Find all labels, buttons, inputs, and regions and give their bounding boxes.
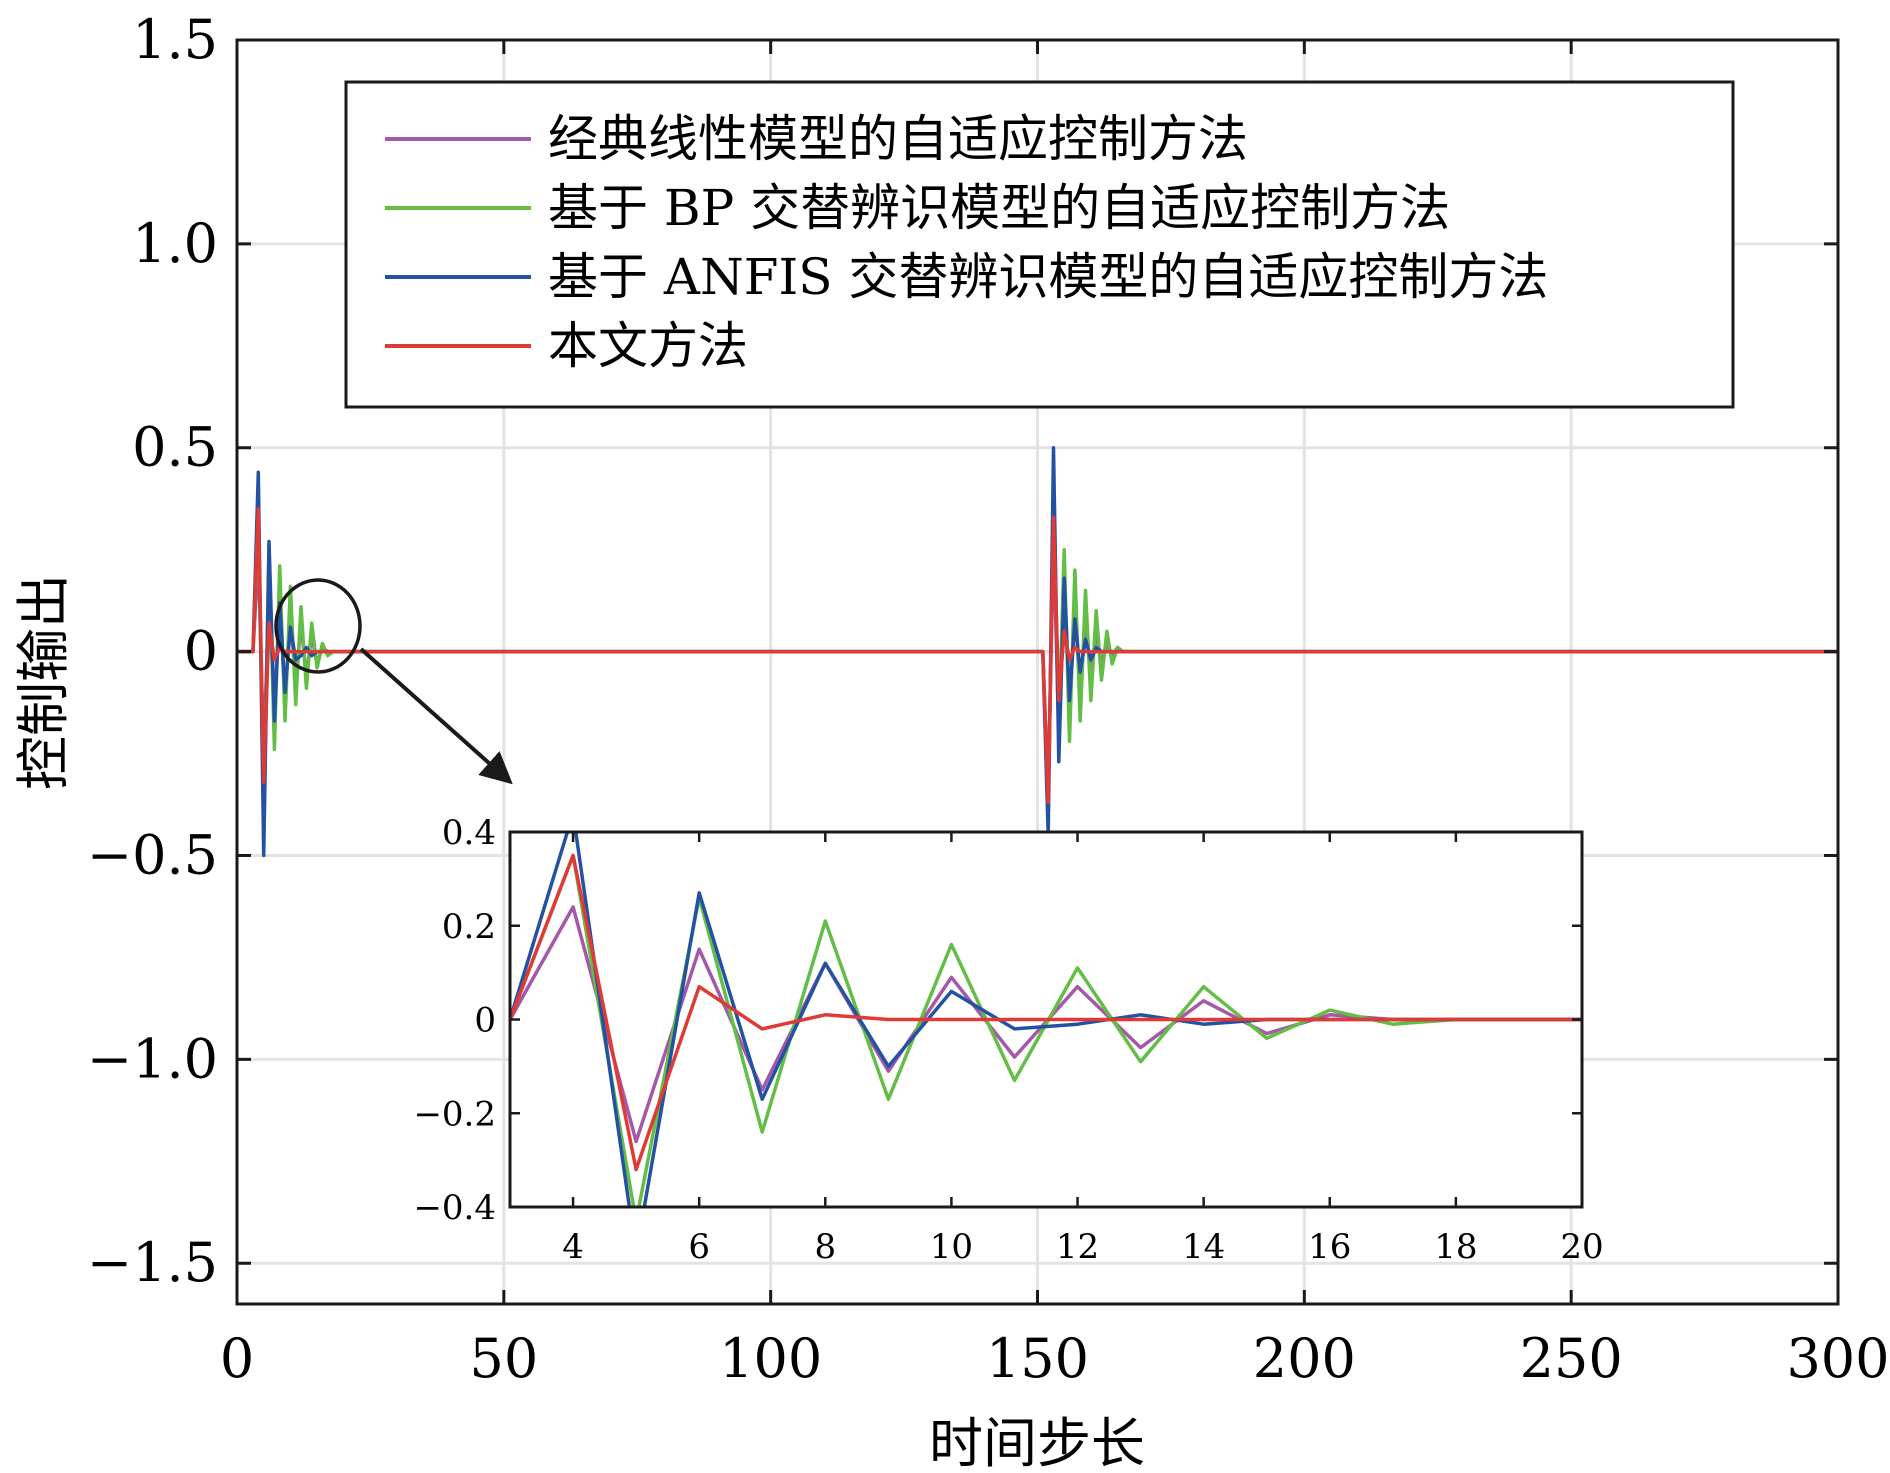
y-axis-title: 控制输出 — [12, 574, 75, 790]
inset-x-tick-label: 12 — [1056, 1227, 1099, 1267]
y-tick-label: 0 — [184, 620, 218, 683]
y-tick-label: 1.0 — [132, 212, 218, 275]
inset-y-tick-label: 0.4 — [442, 813, 496, 853]
inset-x-tick-label: 10 — [930, 1227, 973, 1267]
inset-series-lines — [510, 832, 1582, 1207]
inset-xtick-labels: 4 6 8 10 12 14 16 18 20 — [562, 1227, 1603, 1267]
legend-label: 本文方法 — [548, 317, 748, 375]
inset-x-tick-label: 18 — [1434, 1227, 1477, 1267]
main-ticks — [235, 38, 1840, 1304]
legend-label: 基于 ANFIS 交替辨识模型的自适应控制方法 — [548, 248, 1548, 306]
inset-x-tick-label: 4 — [562, 1227, 584, 1267]
inset-plot: 4 6 8 10 12 14 16 18 20 −0.4 −0.2 0 0.2 0.4 — [413, 813, 1603, 1267]
inset-ytick-labels: −0.4 −0.2 0 0.2 0.4 — [413, 813, 496, 1228]
x-tick-label: 300 — [1786, 1327, 1889, 1390]
legend-box — [344, 80, 1735, 409]
main-ytick-labels: −1.5 −1.0 −0.5 0 0.5 1.0 1.5 — [87, 8, 218, 1294]
legend-label: 经典线性模型的自适应控制方法 — [548, 110, 1248, 168]
x-tick-label: 150 — [986, 1327, 1089, 1390]
y-tick-label: 1.5 — [132, 8, 218, 71]
inset-y-tick-label: −0.2 — [413, 1094, 496, 1134]
zoom-arrow — [359, 647, 513, 785]
inset-x-tick-label: 14 — [1182, 1227, 1225, 1267]
inset-x-tick-label: 6 — [688, 1227, 710, 1267]
x-tick-label: 250 — [1520, 1327, 1623, 1390]
x-tick-label: 200 — [1253, 1327, 1356, 1390]
inset-y-tick-label: 0.2 — [442, 907, 496, 947]
inset-y-tick-label: −0.4 — [413, 1188, 496, 1228]
main-xtick-labels: 0 50 100 150 200 250 300 — [220, 1327, 1890, 1390]
inset-y-tick-label: 0 — [474, 1001, 496, 1041]
y-tick-label: −1.0 — [87, 1027, 218, 1090]
inset-x-tick-label: 16 — [1308, 1227, 1351, 1267]
legend-label: 基于 BP 交替辨识模型的自适应控制方法 — [548, 179, 1450, 237]
y-tick-label: −1.5 — [87, 1231, 218, 1294]
inset-series-line — [510, 853, 1582, 1172]
inset-x-tick-label: 8 — [814, 1227, 836, 1267]
x-tick-label: 100 — [719, 1327, 822, 1390]
inset-ticks — [510, 830, 1584, 1209]
x-tick-label: 50 — [469, 1327, 538, 1390]
y-tick-label: 0.5 — [132, 416, 218, 479]
x-tick-label: 0 — [220, 1327, 254, 1390]
x-axis-title: 时间步长 — [929, 1412, 1145, 1473]
zoom-circle — [274, 578, 362, 674]
inset-x-tick-label: 20 — [1560, 1227, 1603, 1267]
y-tick-label: −0.5 — [87, 823, 218, 886]
